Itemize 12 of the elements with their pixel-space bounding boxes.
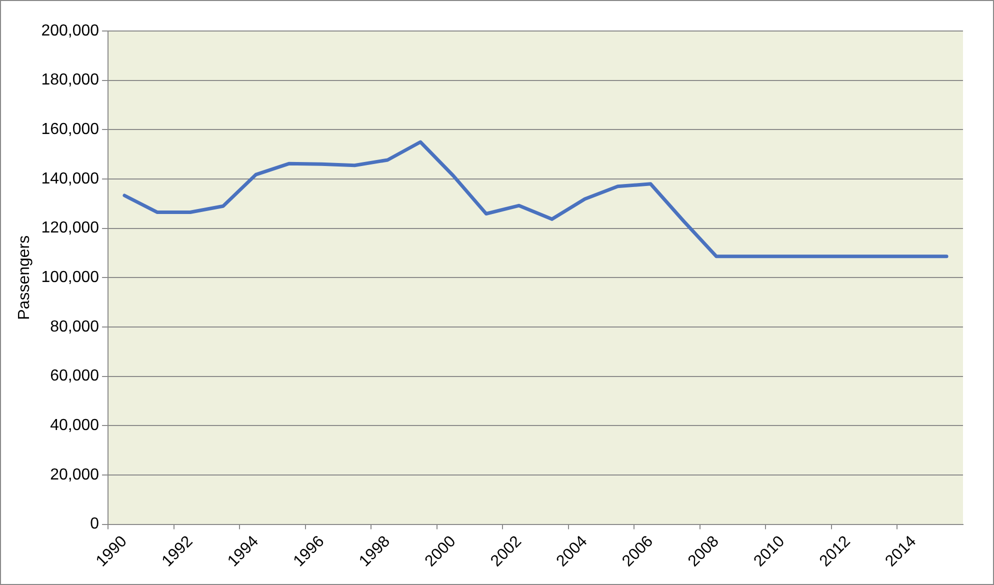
y-tick-label: 0 xyxy=(90,516,100,533)
y-tick-label: 160,000 xyxy=(41,121,100,138)
y-tick-label: 120,000 xyxy=(41,220,100,237)
y-tick-label: 80,000 xyxy=(50,318,100,336)
y-tick-label: 140,000 xyxy=(41,170,100,188)
y-tick-label: 100,000 xyxy=(41,269,100,286)
y-axis-title: Passengers xyxy=(16,235,34,320)
y-tick-label: 200,000 xyxy=(41,22,100,40)
y-tick-label: 60,000 xyxy=(50,368,100,385)
y-tick-label: 20,000 xyxy=(50,466,100,484)
y-tick-label: 180,000 xyxy=(41,72,100,89)
y-tick-label: 40,000 xyxy=(50,417,100,434)
